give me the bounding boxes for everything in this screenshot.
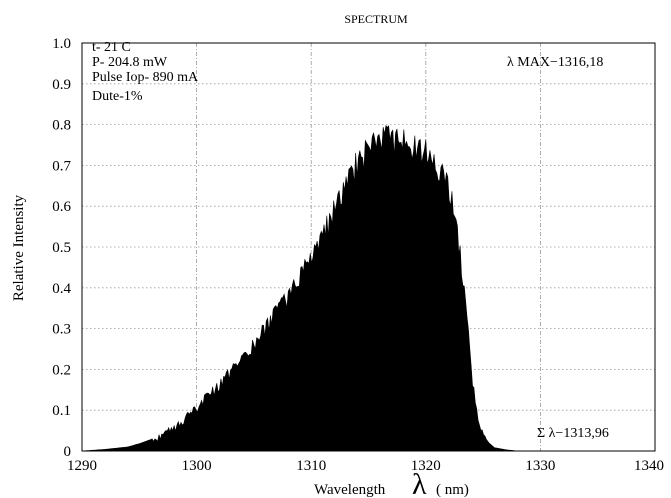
x-tick-label: 1330	[525, 458, 555, 474]
plot-frame	[81, 42, 656, 452]
y-tick-label: 0.1	[52, 403, 71, 419]
annotation-power: P- 204.8 mW	[92, 55, 168, 70]
x-tick-label: 1340	[634, 458, 664, 474]
x-axis-lambda-symbol: λ	[412, 468, 427, 498]
y-tick-labels: 0 0.1 0.2 0.3 0.4 0.5 0.6 0.7 0.8 0.9 1.0	[52, 36, 71, 460]
annotation-temperature: t- 21 C	[92, 40, 131, 55]
spectrum-area-group	[81, 124, 518, 452]
y-tick-label: 0.4	[52, 281, 71, 297]
spectrum-area	[81, 124, 518, 452]
y-tick-label: 1.0	[52, 36, 71, 52]
x-axis-label: Wavelength	[314, 482, 386, 498]
annotation-duty: Dute-1%	[92, 89, 143, 104]
x-tick-label: 1320	[411, 458, 441, 474]
y-tick-label: 0.6	[52, 199, 71, 215]
conditions-annotation: t- 21 C P- 204.8 mW Pulse Iop- 890 mA Du…	[92, 40, 199, 104]
y-tick-label: 0.2	[52, 362, 71, 378]
centroid-wavelength-annotation: Σ λ−1313,96	[537, 426, 609, 441]
grid-lines	[82, 43, 655, 451]
y-tick-label: 0.9	[52, 77, 71, 93]
x-axis-unit: ( nm)	[436, 482, 469, 498]
x-tick-label: 1310	[296, 458, 326, 474]
y-tick-label: 0.8	[52, 118, 71, 134]
y-tick-label: 0.3	[52, 322, 71, 338]
annotation-pulse-current: Pulse Iop- 890 mA	[92, 70, 199, 85]
chart-title: SPECTRUM	[344, 12, 408, 26]
x-tick-label: 1300	[182, 458, 212, 474]
x-tick-label: 1290	[67, 458, 97, 474]
y-tick-label: 0	[64, 444, 72, 460]
y-tick-label: 0.5	[52, 240, 71, 256]
peak-wavelength-annotation: λ MAX−1316,18	[507, 55, 603, 70]
x-tick-labels: 1290 1300 1310 1320 1330 1340	[67, 458, 664, 474]
y-axis-label: Relative Intensity	[11, 194, 27, 301]
y-tick-label: 0.7	[52, 158, 71, 174]
